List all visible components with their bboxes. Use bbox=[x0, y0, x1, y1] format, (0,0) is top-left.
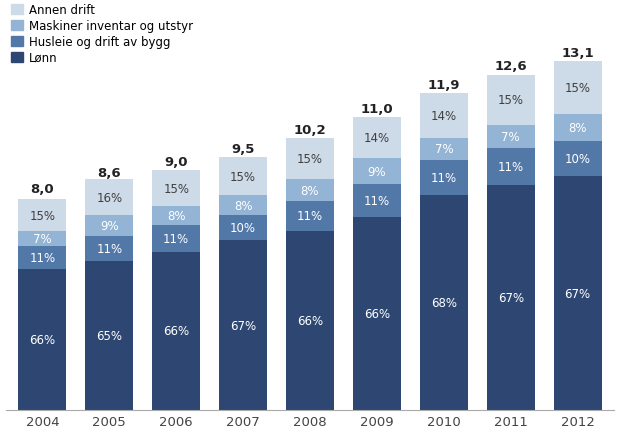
Text: 11%: 11% bbox=[29, 252, 55, 265]
Bar bbox=[554, 142, 602, 177]
Text: 12,6: 12,6 bbox=[494, 60, 527, 73]
Text: 67%: 67% bbox=[230, 319, 256, 332]
Text: 9,5: 9,5 bbox=[231, 143, 255, 155]
Text: 13,1: 13,1 bbox=[561, 47, 594, 60]
Text: 9,0: 9,0 bbox=[164, 156, 188, 169]
Text: 11%: 11% bbox=[498, 161, 524, 174]
Text: 66%: 66% bbox=[364, 307, 390, 320]
Bar bbox=[487, 76, 535, 125]
Text: 15%: 15% bbox=[498, 94, 524, 107]
Text: 11,9: 11,9 bbox=[428, 79, 460, 92]
Bar bbox=[487, 125, 535, 149]
Bar bbox=[286, 139, 334, 180]
Bar bbox=[353, 217, 401, 410]
Text: 11%: 11% bbox=[364, 194, 390, 207]
Text: 11%: 11% bbox=[163, 233, 189, 246]
Text: 8,0: 8,0 bbox=[30, 182, 54, 195]
Bar bbox=[554, 62, 602, 114]
Text: 66%: 66% bbox=[297, 314, 323, 327]
Text: 8%: 8% bbox=[167, 210, 185, 223]
Bar bbox=[487, 149, 535, 186]
Bar bbox=[85, 179, 133, 216]
Bar bbox=[85, 216, 133, 237]
Legend: Annen drift, Maskiner inventar og utstyr, Husleie og drift av bygg, Lønn: Annen drift, Maskiner inventar og utstyr… bbox=[11, 4, 193, 65]
Bar bbox=[152, 171, 200, 207]
Bar bbox=[286, 201, 334, 231]
Text: 14%: 14% bbox=[431, 110, 457, 122]
Text: 7%: 7% bbox=[33, 233, 51, 246]
Bar bbox=[420, 138, 468, 160]
Bar bbox=[554, 177, 602, 410]
Text: 67%: 67% bbox=[498, 291, 524, 304]
Text: 7%: 7% bbox=[502, 131, 520, 144]
Bar bbox=[353, 185, 401, 217]
Bar bbox=[286, 231, 334, 410]
Text: 8%: 8% bbox=[301, 184, 319, 197]
Text: 10%: 10% bbox=[565, 153, 591, 166]
Bar bbox=[353, 118, 401, 159]
Text: 11%: 11% bbox=[297, 210, 323, 223]
Bar bbox=[219, 196, 267, 216]
Bar bbox=[219, 241, 267, 410]
Text: 15%: 15% bbox=[297, 153, 323, 166]
Bar bbox=[18, 247, 66, 270]
Text: 15%: 15% bbox=[29, 209, 55, 222]
Text: 10%: 10% bbox=[230, 222, 256, 235]
Text: 10,2: 10,2 bbox=[294, 124, 326, 137]
Text: 68%: 68% bbox=[431, 296, 457, 309]
Text: 15%: 15% bbox=[565, 82, 591, 95]
Text: 7%: 7% bbox=[435, 143, 453, 156]
Bar bbox=[420, 160, 468, 195]
Bar bbox=[18, 270, 66, 410]
Bar bbox=[152, 252, 200, 410]
Text: 11%: 11% bbox=[431, 171, 457, 184]
Text: 8,6: 8,6 bbox=[97, 167, 121, 180]
Text: 15%: 15% bbox=[163, 182, 189, 195]
Text: 67%: 67% bbox=[565, 287, 591, 300]
Bar bbox=[85, 237, 133, 262]
Bar bbox=[219, 216, 267, 241]
Text: 8%: 8% bbox=[234, 199, 252, 212]
Bar bbox=[420, 94, 468, 138]
Text: 11,0: 11,0 bbox=[361, 103, 393, 116]
Bar bbox=[152, 226, 200, 252]
Text: 9%: 9% bbox=[368, 165, 386, 178]
Bar bbox=[18, 231, 66, 247]
Text: 11%: 11% bbox=[96, 243, 122, 256]
Text: 14%: 14% bbox=[364, 132, 390, 145]
Text: 66%: 66% bbox=[29, 333, 55, 346]
Bar bbox=[554, 114, 602, 142]
Text: 16%: 16% bbox=[96, 191, 122, 204]
Bar bbox=[286, 180, 334, 201]
Text: 15%: 15% bbox=[230, 170, 256, 183]
Bar bbox=[420, 195, 468, 410]
Bar bbox=[353, 159, 401, 185]
Bar bbox=[152, 207, 200, 226]
Text: 9%: 9% bbox=[100, 220, 118, 233]
Bar bbox=[487, 186, 535, 410]
Text: 65%: 65% bbox=[96, 329, 122, 342]
Text: 66%: 66% bbox=[163, 325, 189, 338]
Bar bbox=[85, 262, 133, 410]
Bar bbox=[219, 158, 267, 196]
Text: 8%: 8% bbox=[569, 122, 587, 135]
Bar bbox=[18, 200, 66, 231]
